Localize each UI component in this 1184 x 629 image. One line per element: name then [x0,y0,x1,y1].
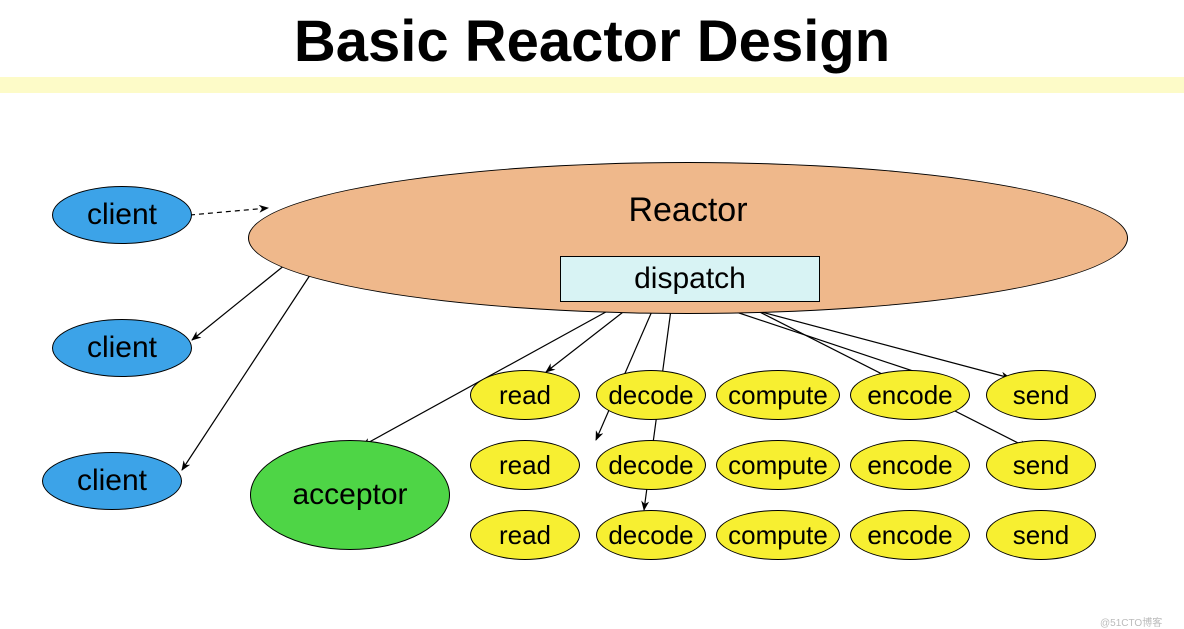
edge-7 [706,302,940,380]
node-label-r2c4: encode [867,450,952,481]
edge-0 [190,208,268,215]
node-r3c5: send [986,510,1096,560]
node-label-r3c3: compute [728,520,828,551]
node-label-r1c5: send [1013,380,1069,411]
node-label-dispatch: dispatch [634,262,746,296]
node-r1c4: encode [850,370,970,420]
node-r2c4: encode [850,440,970,490]
watermark-text: @51CTO博客 [1100,618,1162,629]
diagram-title: Basic Reactor Design [0,8,1184,75]
watermark: @51CTO博客 [1100,614,1162,629]
node-label-reactor: Reactor [628,191,747,230]
title-underline [0,77,1184,93]
edge-8 [724,302,1010,378]
edge-1 [192,256,296,340]
node-r1c2: decode [596,370,706,420]
node-label-r3c1: read [499,520,551,551]
node-dispatch: dispatch [560,256,820,302]
node-label-r1c4: encode [867,380,952,411]
node-r2c2: decode [596,440,706,490]
node-label-acceptor: acceptor [292,478,407,512]
node-r1c1: read [470,370,580,420]
node-label-client3: client [77,464,147,498]
node-label-r1c3: compute [728,380,828,411]
node-label-r2c2: decode [608,450,693,481]
title-text: Basic Reactor Design [294,9,890,74]
node-r3c3: compute [716,510,840,560]
node-label-r3c2: decode [608,520,693,551]
node-r2c3: compute [716,440,840,490]
node-r1c3: compute [716,370,840,420]
node-label-r1c1: read [499,380,551,411]
node-label-r3c5: send [1013,520,1069,551]
node-r3c2: decode [596,510,706,560]
node-label-r1c2: decode [608,380,693,411]
edge-2 [182,266,316,470]
node-r3c4: encode [850,510,970,560]
node-acceptor: acceptor [250,440,450,550]
node-client2: client [52,319,192,377]
node-r1c5: send [986,370,1096,420]
node-r2c1: read [470,440,580,490]
node-label-r2c3: compute [728,450,828,481]
node-client3: client [42,452,182,510]
node-label-client1: client [87,198,157,232]
node-label-r2c5: send [1013,450,1069,481]
node-r2c5: send [986,440,1096,490]
node-client1: client [52,186,192,244]
node-label-r2c1: read [499,450,551,481]
node-label-r3c4: encode [867,520,952,551]
node-r3c1: read [470,510,580,560]
node-label-client2: client [87,331,157,365]
